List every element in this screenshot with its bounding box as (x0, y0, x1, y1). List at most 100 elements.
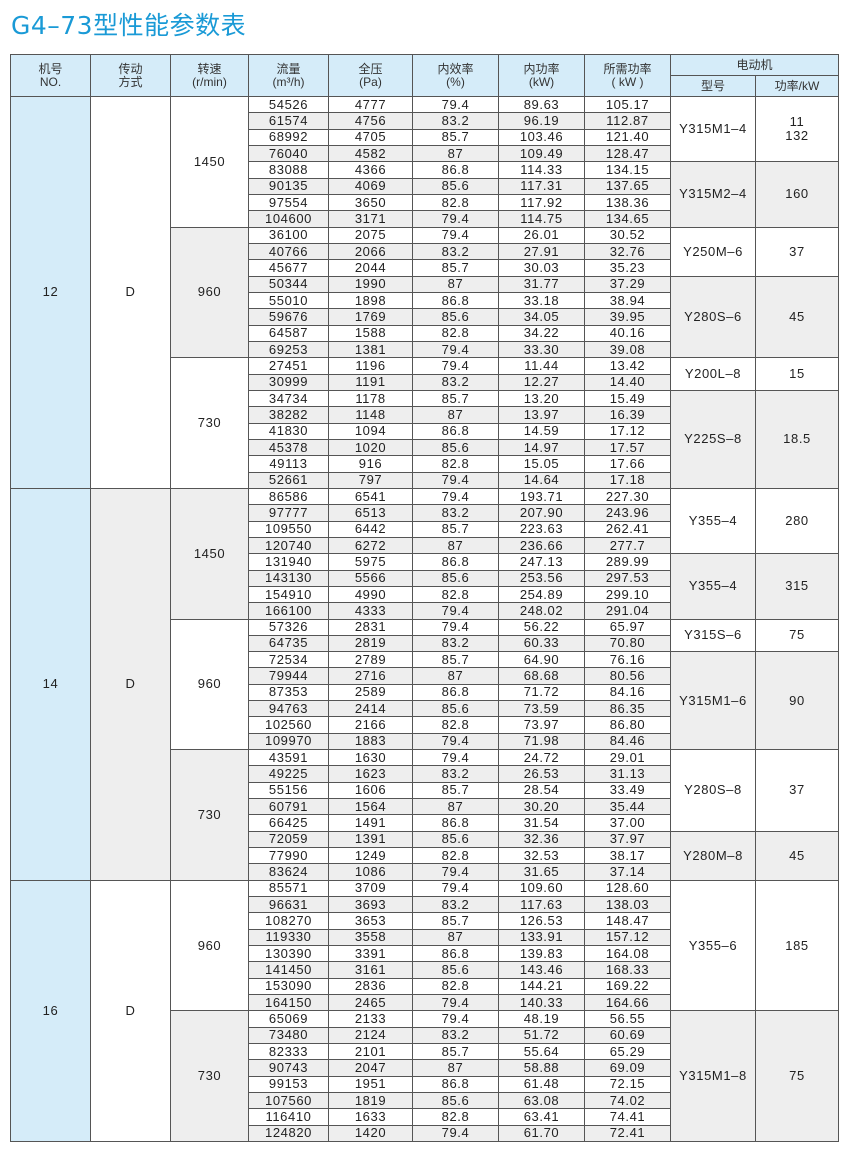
efficiency-cell: 79.4 (412, 602, 499, 620)
table-row: 94763 2414 85.6 73.59 86.35 (11, 700, 839, 718)
required-power-cell: 169.22 (584, 977, 671, 996)
efficiency-cell: 85.7 (412, 912, 499, 930)
required-power-cell: 60.69 (584, 1026, 671, 1045)
efficiency-cell: 79.4 (412, 226, 499, 244)
required-power-cell: 262.41 (584, 520, 671, 538)
pressure-cell: 1630 (328, 749, 413, 767)
table-row: 153090 2836 82.8 144.21 169.22 (11, 977, 839, 996)
pressure-cell: 2819 (328, 634, 413, 653)
motor-power-cell: 45 (754, 275, 840, 359)
flow-cell: 119330 (248, 928, 329, 947)
flow-cell: 41830 (248, 422, 329, 440)
table-body: 12 D 1450 54526 4777 79.4 89.63 105.17 Y315M1–4 1… (10, 95, 840, 1143)
table-row: 34734 1178 85.7 13.20 15.49 Y225S–8 18.5 (11, 389, 840, 489)
inner-power-cell: 31.54 (498, 814, 585, 832)
required-power-cell: 168.33 (584, 961, 671, 979)
flow-cell: 30999 (248, 373, 329, 391)
required-power-cell: 86.35 (584, 700, 671, 718)
inner-power-cell: 32.36 (498, 830, 585, 849)
motor-model-cell: Y200L–8 (670, 357, 756, 391)
table-row: 45677 2044 85.7 30.03 35.23 (11, 259, 839, 277)
motor-model-cell: Y280M–8 (670, 830, 756, 881)
table-row: 97777 6513 83.2 207.90 243.96 (11, 504, 839, 522)
flow-cell: 120740 (248, 536, 329, 555)
flow-cell: 85571 (248, 879, 329, 898)
pressure-cell: 4705 (328, 128, 413, 146)
inner-power-cell: 30.20 (498, 798, 585, 816)
motor-model-cell: Y355–4 (670, 487, 756, 555)
pressure-cell: 5975 (328, 553, 413, 571)
table-row: 99153 1951 86.8 61.48 72.15 (11, 1075, 839, 1094)
inner-power-cell: 133.91 (498, 928, 585, 947)
header-inner-power: 内功率 (kW) (498, 54, 585, 97)
flow-cell: 124820 (248, 1124, 329, 1143)
flow-cell: 57326 (248, 618, 329, 636)
required-power-cell: 17.66 (584, 455, 671, 473)
flow-cell: 61574 (248, 112, 329, 130)
required-power-cell: 277.7 (584, 536, 671, 555)
efficiency-cell: 86.8 (412, 422, 499, 440)
required-power-cell: 32.76 (584, 242, 671, 261)
flow-cell: 90135 (248, 177, 329, 195)
inner-power-cell: 63.08 (498, 1092, 585, 1110)
inner-power-cell: 140.33 (498, 994, 585, 1012)
efficiency-cell: 79.4 (412, 95, 499, 114)
motor-power-cell: 315 (754, 553, 840, 620)
pressure-cell: 4069 (328, 177, 413, 195)
motor-power-cell: 37 (754, 226, 840, 277)
flow-cell: 40766 (248, 242, 329, 261)
efficiency-cell: 85.6 (412, 830, 499, 849)
motor-power-cell: 90 (754, 651, 840, 751)
speed-cell: 960 (170, 226, 249, 359)
required-power-cell: 15.49 (584, 389, 671, 408)
motor-model-cell: Y280S–6 (670, 275, 756, 359)
flow-cell: 45677 (248, 259, 329, 277)
pressure-cell: 2589 (328, 683, 413, 702)
required-power-cell: 157.12 (584, 928, 671, 947)
required-power-cell: 38.17 (584, 847, 671, 865)
pressure-cell: 1623 (328, 765, 413, 783)
inner-power-cell: 73.59 (498, 700, 585, 718)
inner-power-cell: 11.44 (498, 357, 585, 375)
flow-cell: 68992 (248, 128, 329, 146)
required-power-cell: 164.08 (584, 945, 671, 963)
flow-cell: 96631 (248, 896, 329, 914)
performance-table: 机号 NO. 传动 方式 转速 (r/min) 流量 (m³/h) 全压 (Pa) 内效率… (10, 54, 840, 1143)
pressure-cell: 1086 (328, 863, 413, 881)
pressure-cell: 1883 (328, 732, 413, 751)
table-row: 69253 1381 79.4 33.30 39.08 (11, 340, 839, 359)
flow-cell: 102560 (248, 716, 329, 734)
pressure-cell: 6442 (328, 520, 413, 538)
pressure-cell: 1951 (328, 1075, 413, 1094)
required-power-cell: 56.55 (584, 1010, 671, 1028)
efficiency-cell: 85.6 (412, 961, 499, 979)
flow-cell: 131940 (248, 553, 329, 571)
efficiency-cell: 79.4 (412, 749, 499, 767)
inner-power-cell: 143.46 (498, 961, 585, 979)
motor-model-cell: Y315M1–8 (670, 1010, 756, 1142)
inner-power-cell: 96.19 (498, 112, 585, 130)
required-power-cell: 16.39 (584, 406, 671, 424)
inner-power-cell: 58.88 (498, 1059, 585, 1077)
table-row: 166100 4333 79.4 248.02 291.04 (11, 602, 839, 620)
pressure-cell: 1606 (328, 781, 413, 800)
header-flow: 流量 (m³/h) (248, 54, 329, 97)
efficiency-cell: 79.4 (412, 994, 499, 1012)
pressure-cell: 1249 (328, 847, 413, 865)
inner-power-cell: 253.56 (498, 569, 585, 587)
required-power-cell: 33.49 (584, 781, 671, 800)
required-power-cell: 65.97 (584, 618, 671, 636)
inner-power-cell: 114.75 (498, 210, 585, 228)
motor-model-cell: Y315M2–4 (670, 161, 756, 228)
inner-power-cell: 60.33 (498, 634, 585, 653)
table-row: 90743 2047 87 58.88 69.09 (11, 1059, 839, 1077)
table-row: 97554 3650 82.8 117.92 138.36 (11, 193, 839, 212)
inner-power-cell: 68.68 (498, 667, 585, 685)
required-power-cell: 17.12 (584, 422, 671, 440)
required-power-cell: 14.40 (584, 373, 671, 391)
table-row: 730 27451 1196 79.4 11.44 13.42 Y200L–8 15 (11, 357, 840, 489)
inner-power-cell: 117.31 (498, 177, 585, 195)
flow-cell: 164150 (248, 994, 329, 1012)
inner-power-cell: 14.64 (498, 471, 585, 489)
flow-cell: 55156 (248, 781, 329, 800)
